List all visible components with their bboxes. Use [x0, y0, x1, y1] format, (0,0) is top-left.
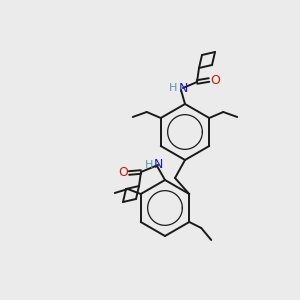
Text: O: O [118, 167, 128, 179]
Text: H: H [169, 83, 177, 93]
Text: N: N [153, 158, 163, 172]
Text: O: O [210, 74, 220, 86]
Text: N: N [178, 82, 188, 94]
Text: H: H [145, 160, 153, 170]
